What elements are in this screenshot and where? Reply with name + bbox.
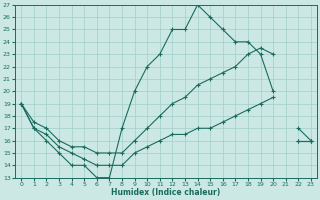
X-axis label: Humidex (Indice chaleur): Humidex (Indice chaleur): [111, 188, 221, 197]
